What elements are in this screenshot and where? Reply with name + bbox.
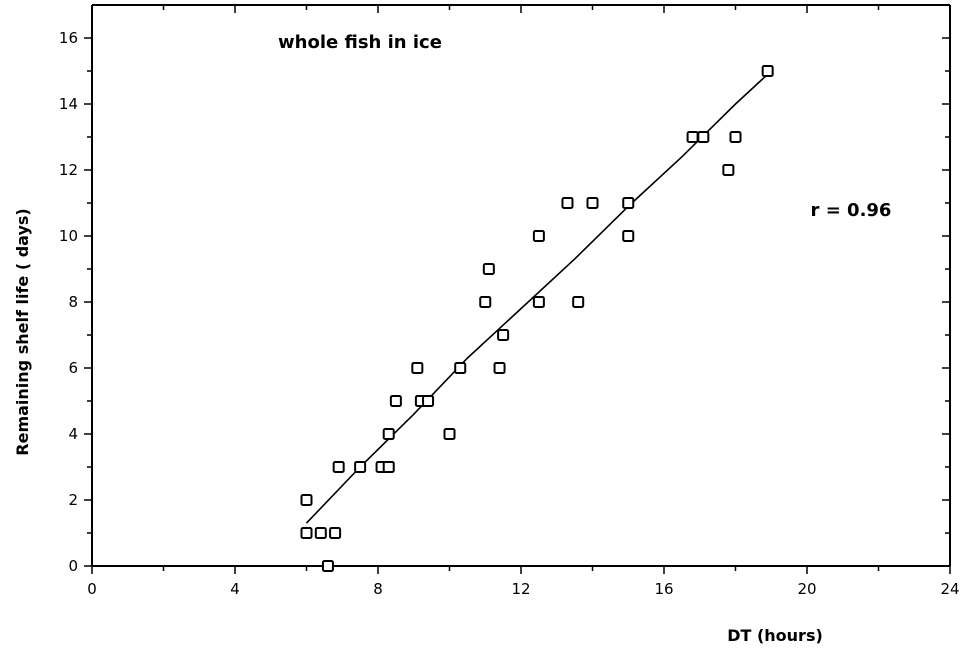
- data-point: [497, 329, 510, 341]
- data-point: [382, 428, 395, 440]
- data-point: [493, 362, 506, 374]
- data-point: [532, 296, 545, 308]
- regression-fit-line: [305, 73, 769, 524]
- data-point: [482, 263, 495, 275]
- x-tick-label: 12: [511, 580, 530, 598]
- y-tick-label: 12: [59, 161, 78, 179]
- data-point: [532, 230, 545, 242]
- y-axis-label: Remaining shelf life ( days): [13, 208, 32, 455]
- x-tick-label: 24: [940, 580, 959, 598]
- data-point: [314, 527, 327, 539]
- data-point: [389, 395, 402, 407]
- y-tick-label: 10: [59, 227, 78, 245]
- x-axis-tick-labels: 0 4 8 12 16 20 24: [87, 580, 959, 598]
- data-point: [422, 395, 435, 407]
- y-tick-label: 2: [68, 491, 78, 509]
- data-points: [300, 65, 774, 572]
- y-tick-label: 16: [59, 29, 78, 47]
- data-point: [321, 560, 334, 572]
- y-axis-ticks: [84, 37, 950, 567]
- data-point: [622, 230, 635, 242]
- y-tick-label: 14: [59, 95, 78, 113]
- data-point: [354, 461, 367, 473]
- data-point: [572, 296, 585, 308]
- data-point: [622, 197, 635, 209]
- correlation-annotation: r = 0.96: [811, 200, 892, 221]
- x-tick-label: 8: [373, 580, 383, 598]
- data-point: [722, 164, 735, 176]
- data-point: [561, 197, 574, 209]
- y-axis-tick-labels: 0 2 4 6 8 10 12 14 16: [59, 29, 78, 575]
- data-point: [332, 461, 345, 473]
- data-point: [329, 527, 342, 539]
- data-point: [454, 362, 467, 374]
- chart-title: whole fish in ice: [278, 32, 442, 53]
- x-tick-label: 16: [654, 580, 673, 598]
- x-axis-label: DT (hours): [727, 626, 823, 645]
- y-tick-label: 4: [68, 425, 78, 443]
- data-point: [686, 131, 699, 143]
- data-point: [443, 428, 456, 440]
- data-point: [761, 65, 774, 77]
- y-tick-label: 0: [68, 557, 78, 575]
- data-point: [300, 494, 313, 506]
- data-point: [300, 527, 313, 539]
- data-point: [586, 197, 599, 209]
- data-point: [479, 296, 492, 308]
- data-point: [382, 461, 395, 473]
- x-tick-label: 0: [87, 580, 97, 598]
- x-tick-label: 4: [230, 580, 240, 598]
- data-point: [411, 362, 424, 374]
- data-point: [697, 131, 710, 143]
- x-axis-ticks: [91, 5, 951, 574]
- y-tick-label: 8: [68, 293, 78, 311]
- plot-frame: [92, 4, 951, 566]
- y-tick-label: 6: [68, 359, 78, 377]
- data-point: [729, 131, 742, 143]
- x-tick-label: 20: [797, 580, 816, 598]
